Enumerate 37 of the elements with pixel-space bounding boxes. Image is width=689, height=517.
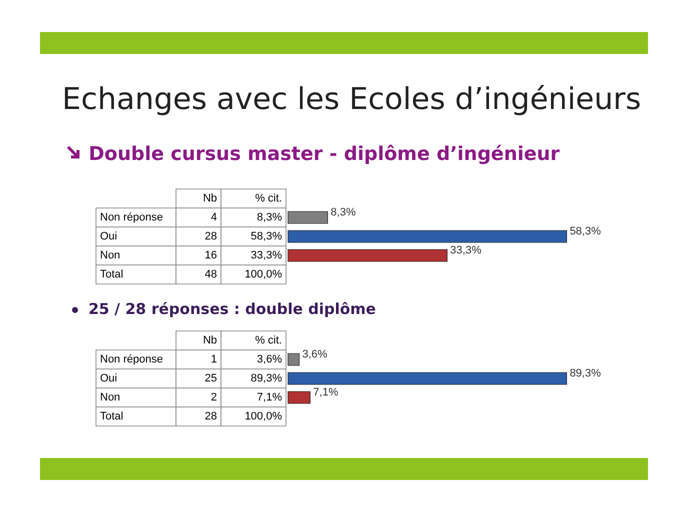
y-tick-label: Non <box>100 392 120 404</box>
text: 8,3% <box>330 206 356 218</box>
text: % cit. <box>255 334 282 346</box>
data-label: 89,3% <box>250 372 282 384</box>
text: 7,1% <box>313 386 338 398</box>
y-tick-label: Non réponse <box>100 354 163 366</box>
y-tick-label: Oui <box>100 372 118 384</box>
data-label: 33,3% <box>250 250 282 262</box>
y-tick-label: Oui <box>100 230 118 242</box>
text: % cit. <box>255 192 282 204</box>
text: 89,3% <box>570 368 601 380</box>
text: 48 <box>204 268 217 280</box>
text: 4 <box>210 212 217 224</box>
text: Total <box>100 268 124 280</box>
text: 16 <box>204 250 217 262</box>
chart-title: Echanges avec les Ecoles d’ingénieurs <box>62 82 642 117</box>
text: 58,3% <box>570 226 601 238</box>
data-label: 58,3% <box>250 230 282 242</box>
text: 100,0% <box>244 410 282 422</box>
text: 33,3% <box>450 244 482 256</box>
chart-title: 25 / 28 réponses : double diplôme <box>88 300 376 318</box>
text: 25 <box>204 372 217 384</box>
text: Total <box>100 410 124 422</box>
chart-subtitle: Double cursus master - diplôme d’ingénieur <box>88 143 560 165</box>
text: Nb <box>202 192 217 204</box>
text: Nb <box>202 334 217 346</box>
text: 1 <box>210 354 217 366</box>
text: 28 <box>204 230 217 242</box>
text: 28 <box>204 410 217 422</box>
text: 100,0% <box>244 268 282 280</box>
y-tick-label: Non <box>100 250 120 262</box>
data-label: 7,1% <box>256 392 282 404</box>
text: 3,6% <box>302 348 328 360</box>
data-label: 8,3% <box>256 212 282 224</box>
data-label: 3,6% <box>256 354 282 366</box>
y-tick-label: Non réponse <box>100 212 163 224</box>
text: 2 <box>210 392 217 404</box>
